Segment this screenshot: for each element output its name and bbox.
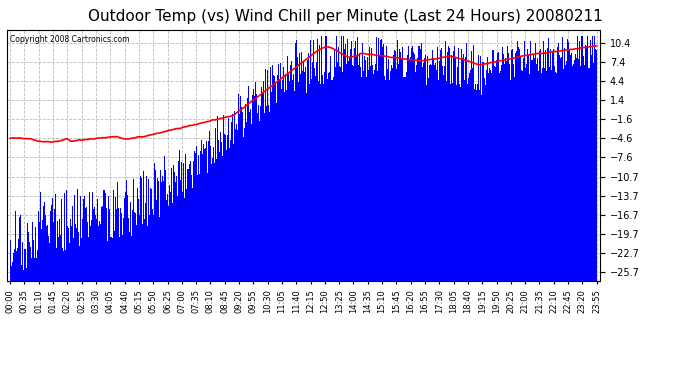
Text: Outdoor Temp (vs) Wind Chill per Minute (Last 24 Hours) 20080211: Outdoor Temp (vs) Wind Chill per Minute … — [88, 9, 602, 24]
Text: Copyright 2008 Cartronics.com: Copyright 2008 Cartronics.com — [10, 35, 129, 44]
